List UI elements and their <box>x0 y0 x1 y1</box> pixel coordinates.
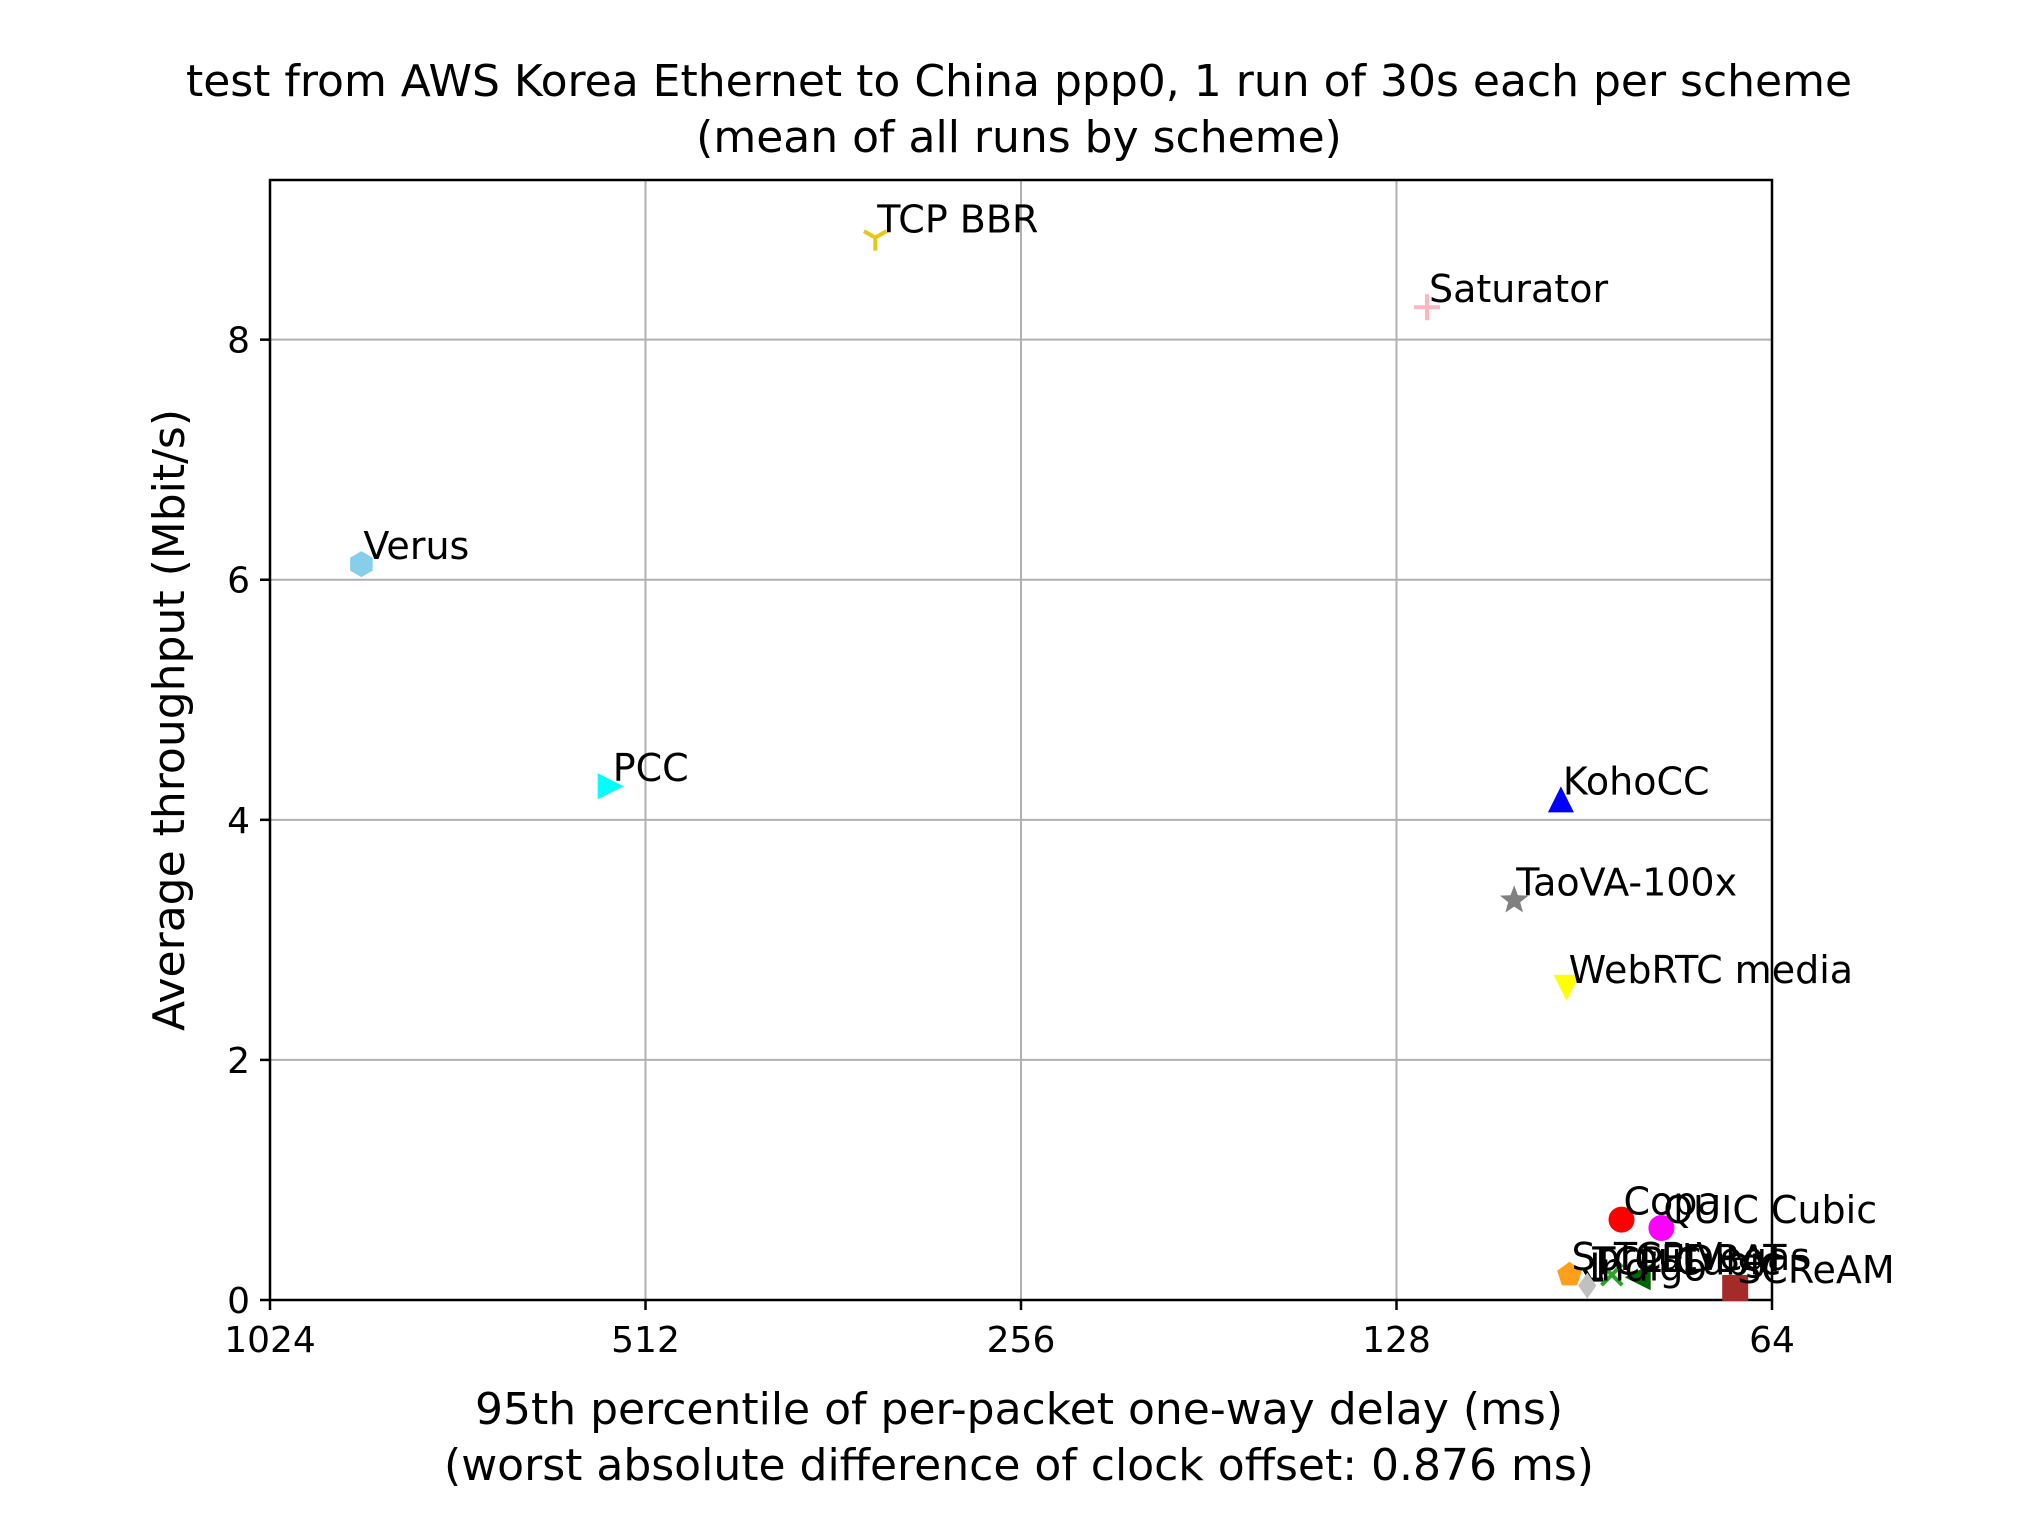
point-label: Saturator <box>1429 267 1608 311</box>
x-tick-label: 1024 <box>224 1320 316 1361</box>
y-tick-label: 4 <box>227 801 250 842</box>
x-axis-subtitle: (worst absolute difference of clock offs… <box>444 1440 1594 1491</box>
plot-frame <box>268 178 1774 1302</box>
data-point <box>1499 885 1529 913</box>
data-point <box>1547 786 1574 813</box>
data-point <box>597 773 624 800</box>
data-point <box>350 551 373 578</box>
data-point <box>862 229 888 251</box>
point-label: TCP Vegas <box>1613 1235 1810 1279</box>
x-tick-label: 64 <box>1749 1320 1795 1361</box>
point-label: Verus <box>363 524 469 568</box>
data-point <box>1414 294 1440 321</box>
x-tick-label: 256 <box>987 1320 1056 1361</box>
point-label: Sprout <box>1572 1235 1697 1279</box>
point-label: KohoCC <box>1563 759 1710 803</box>
point-label: TaoVA-100x <box>1515 860 1737 904</box>
y-tick-label: 8 <box>227 321 250 362</box>
point-label: Copa <box>1624 1180 1721 1224</box>
data-point <box>1648 1215 1675 1241</box>
chart-title: test from AWS Korea Ethernet to China pp… <box>186 56 1852 107</box>
point-label: LEDBAT <box>1640 1237 1788 1281</box>
point-label: Indigo <box>1589 1246 1706 1290</box>
data-point <box>1557 1261 1582 1286</box>
y-tick-label: 2 <box>227 1041 250 1082</box>
point-label: TCP Cubic <box>1591 1240 1781 1284</box>
x-axis-title: 95th percentile of per-packet one-way de… <box>475 1384 1563 1435</box>
y-axis-title: Average throughput (Mbit/s) <box>144 409 195 1031</box>
data-point <box>1600 1262 1624 1287</box>
x-tick-label: 512 <box>611 1320 680 1361</box>
point-label: WebRTC media <box>1569 948 1853 992</box>
chart-subtitle: (mean of all runs by scheme) <box>696 112 1342 163</box>
data-point <box>1553 974 1580 1001</box>
data-points <box>350 229 1749 1301</box>
point-label: SCReAM <box>1737 1248 1895 1292</box>
axis-ticks: 1024 512 256 128 64 0 2 4 6 8 <box>224 321 1795 1361</box>
x-tick-label: 128 <box>1362 1320 1431 1361</box>
point-label: PCC <box>613 746 689 790</box>
y-tick-label: 6 <box>227 561 250 602</box>
data-point <box>1722 1275 1749 1301</box>
point-label: QUIC Cubic <box>1663 1188 1877 1232</box>
grid-lines <box>269 180 1773 1301</box>
data-point <box>1608 1206 1635 1233</box>
y-tick-label: 0 <box>227 1281 250 1322</box>
point-labels: TCP BBR Saturator Verus PCC KohoCC TaoVA-100x… <box>363 198 1894 1292</box>
data-point <box>1624 1264 1651 1291</box>
point-label: TCP BBR <box>876 198 1038 242</box>
